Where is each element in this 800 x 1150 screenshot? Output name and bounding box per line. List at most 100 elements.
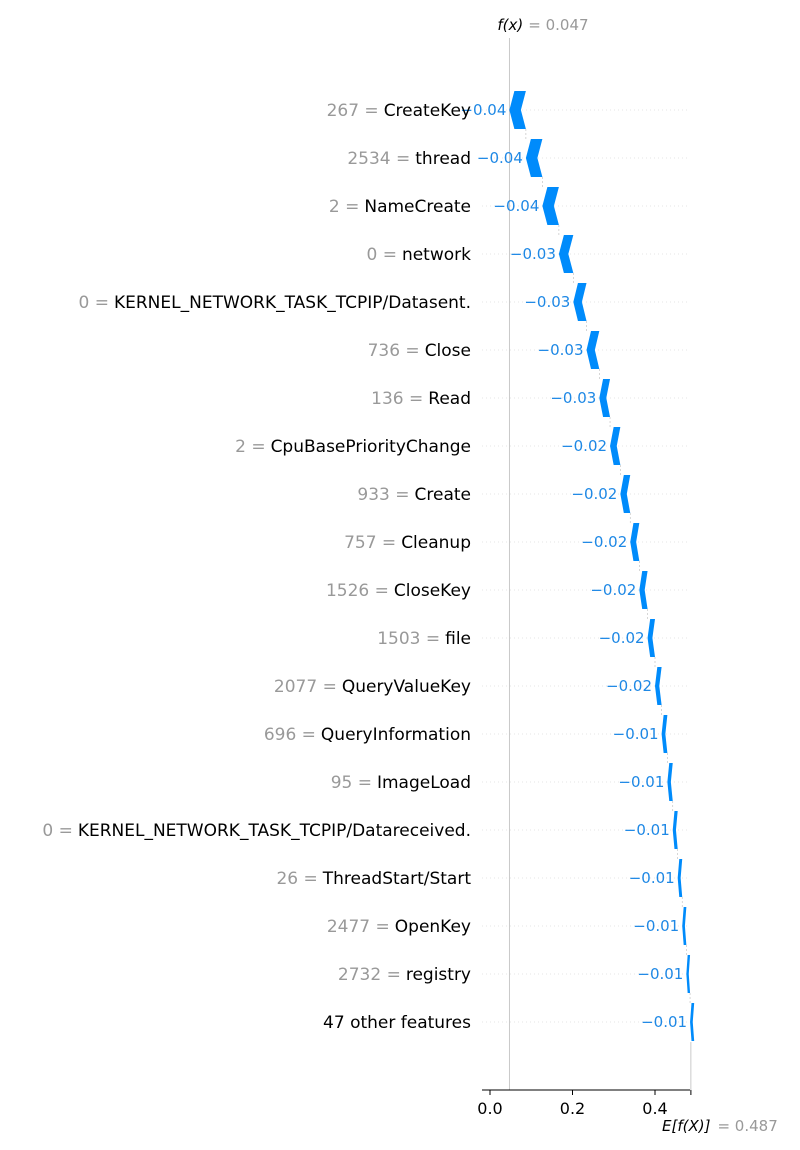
shap-bar xyxy=(620,475,631,513)
feature-name: file xyxy=(445,629,471,649)
feature-value: 1503 = xyxy=(377,629,440,649)
x-axis-tick-label: 0.4 xyxy=(642,1099,667,1118)
shap-bar xyxy=(630,523,640,561)
feature-value: 696 = xyxy=(264,725,316,745)
feature-name: NameCreate xyxy=(364,197,471,217)
feature-value: 95 = xyxy=(331,773,372,793)
feature-name: CloseKey xyxy=(394,581,471,601)
feature-label: 26 = ThreadStart/Start xyxy=(276,869,471,889)
shap-value-label: −0.01 xyxy=(641,1013,687,1031)
feature-value: 0 = xyxy=(42,821,72,841)
feature-label: 0 = network xyxy=(366,245,471,265)
shap-bar xyxy=(586,331,600,369)
feature-name: Cleanup xyxy=(401,533,471,553)
shap-bar xyxy=(682,907,687,945)
shap-bar xyxy=(542,187,559,225)
feature-value: 0 = xyxy=(366,245,396,265)
shap-bar xyxy=(677,859,683,897)
shap-value-label: −0.02 xyxy=(561,437,607,455)
shap-value-label: −0.04 xyxy=(477,149,523,167)
feature-value: 736 = xyxy=(368,341,420,361)
shap-bar xyxy=(525,139,543,177)
efx-label: E[f(X)] = 0.487 xyxy=(662,1117,778,1135)
shap-bar xyxy=(647,619,655,657)
feature-label: 2077 = QueryValueKey xyxy=(274,677,471,697)
shap-bar xyxy=(672,811,678,849)
shap-value-label: −0.04 xyxy=(493,197,539,215)
shap-value-label: −0.01 xyxy=(629,869,675,887)
feature-value: 2477 = xyxy=(327,917,390,937)
feature-value: 1526 = xyxy=(326,581,389,601)
feature-name: OpenKey xyxy=(395,917,471,937)
x-axis-tick-label: 0.2 xyxy=(560,1099,585,1118)
feature-value: 267 = xyxy=(327,101,379,121)
feature-label: 0 = KERNEL_NETWORK_TASK_TCPIP/Datasent. xyxy=(79,293,471,313)
feature-value: 26 = xyxy=(276,869,317,889)
x-axis-tick-label: 0.0 xyxy=(477,1099,502,1118)
shap-bar xyxy=(573,283,587,321)
feature-value: 757 = xyxy=(344,533,396,553)
feature-name: KERNEL_NETWORK_TASK_TCPIP/Datasent. xyxy=(114,293,471,313)
feature-value: 2732 = xyxy=(338,965,401,985)
feature-label: 2477 = OpenKey xyxy=(327,917,471,937)
feature-name: ImageLoad xyxy=(377,773,471,793)
shap-bar xyxy=(509,91,526,129)
feature-label: 696 = QueryInformation xyxy=(264,725,471,745)
shap-value-label: −0.03 xyxy=(510,245,556,263)
feature-name: QueryInformation xyxy=(321,725,471,745)
shap-value-label: −0.03 xyxy=(524,293,570,311)
feature-label: 933 = Create xyxy=(357,485,471,505)
shap-bar xyxy=(661,715,668,753)
feature-name: CreateKey xyxy=(384,101,471,121)
shap-value-label: −0.02 xyxy=(581,533,627,551)
shap-value-label: −0.02 xyxy=(606,677,652,695)
feature-label: 2 = NameCreate xyxy=(329,197,471,217)
shap-bar xyxy=(686,955,691,993)
feature-label: 47 other features xyxy=(323,1013,471,1033)
feature-name: network xyxy=(402,245,471,265)
shap-value-label: −0.03 xyxy=(550,389,596,407)
feature-name: Create xyxy=(415,485,472,505)
shap-bar xyxy=(599,379,611,417)
shap-value-label: −0.01 xyxy=(613,725,659,743)
efx-value-text: = 0.487 xyxy=(717,1117,777,1135)
shap-bar xyxy=(639,571,648,609)
fx-label: f(x) = 0.047 xyxy=(497,16,588,34)
feature-value: 2 = xyxy=(235,437,265,457)
feature-name: thread xyxy=(415,149,471,169)
shap-bar xyxy=(610,427,621,465)
feature-label: 757 = Cleanup xyxy=(344,533,471,553)
feature-value: 933 = xyxy=(357,485,409,505)
efx-label-text: E[f(X)] xyxy=(662,1117,711,1135)
shap-value-label: −0.03 xyxy=(538,341,584,359)
shap-value-label: −0.02 xyxy=(599,629,645,647)
feature-label: 1526 = CloseKey xyxy=(326,581,471,601)
shap-bar xyxy=(655,667,662,705)
shap-bar xyxy=(690,1003,695,1041)
feature-value: 2534 = xyxy=(347,149,410,169)
feature-name: registry xyxy=(406,965,471,985)
shap-value-label: −0.01 xyxy=(637,965,683,983)
feature-label: 736 = Close xyxy=(368,341,471,361)
feature-name: ThreadStart/Start xyxy=(322,869,472,889)
feature-label: 267 = CreateKey xyxy=(327,101,471,121)
feature-label: 2 = CpuBasePriorityChange xyxy=(235,437,471,457)
feature-name: CpuBasePriorityChange xyxy=(271,437,471,457)
feature-name: Read xyxy=(428,389,471,409)
fx-value-text: = 0.047 xyxy=(528,16,588,34)
feature-label: 95 = ImageLoad xyxy=(331,773,471,793)
shap-value-label: −0.02 xyxy=(590,581,636,599)
feature-label: 2732 = registry xyxy=(338,965,471,985)
feature-value: 0 = xyxy=(79,293,109,313)
feature-name: Close xyxy=(425,341,471,361)
shap-value-label: −0.01 xyxy=(633,917,679,935)
shap-bar xyxy=(558,235,574,273)
feature-name: 47 other features xyxy=(323,1013,471,1033)
feature-label: 136 = Read xyxy=(371,389,471,409)
feature-name: QueryValueKey xyxy=(342,677,471,697)
shap-bar xyxy=(667,763,673,801)
shap-value-label: −0.01 xyxy=(618,773,664,791)
feature-label: 2534 = thread xyxy=(347,149,471,169)
feature-label: 0 = KERNEL_NETWORK_TASK_TCPIP/Datareceive… xyxy=(42,821,471,841)
feature-value: 136 = xyxy=(371,389,423,409)
